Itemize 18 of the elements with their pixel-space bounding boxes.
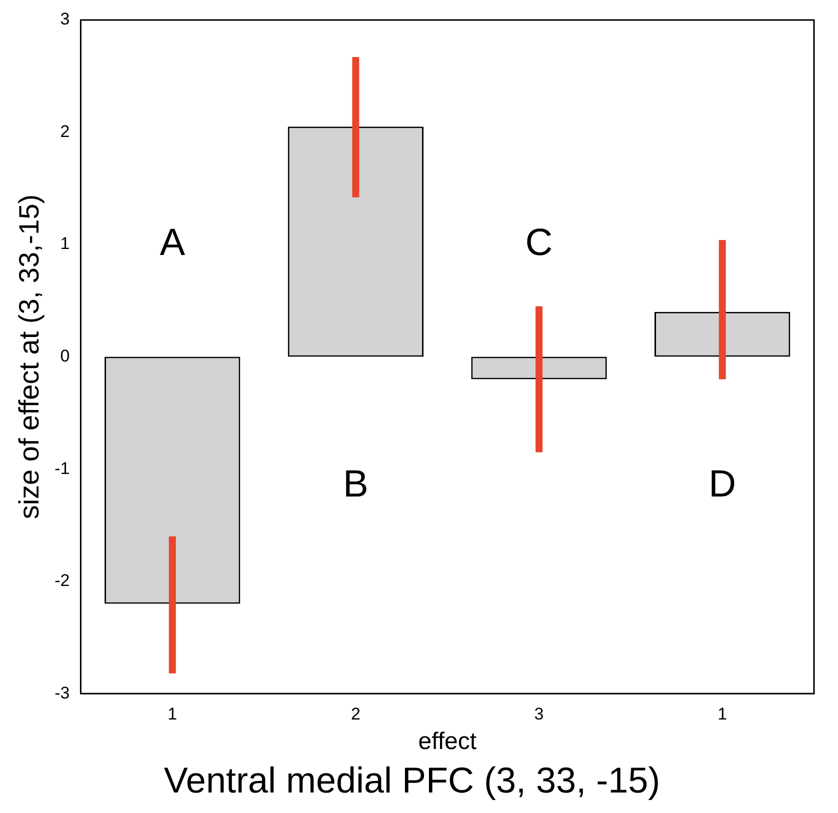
y-tick-label: 3 — [60, 10, 70, 29]
x-tick-label: 1 — [718, 704, 728, 724]
y-tick-label: 0 — [60, 346, 70, 366]
y-tick-label: 2 — [60, 122, 70, 141]
annotation: B — [343, 464, 368, 506]
annotation: C — [525, 222, 553, 264]
text: Ventral medial PFC (3, 33, -15) — [164, 759, 660, 800]
annotation: D — [708, 464, 736, 506]
x-axis-title: effect — [418, 728, 477, 756]
y-axis-title: size of effect at (3, 33,-15) — [14, 194, 45, 520]
x-tick-label: 1 — [168, 704, 178, 724]
annotation: A — [160, 222, 186, 264]
x-tick-label: 3 — [534, 704, 544, 724]
y-tick-label: -1 — [54, 458, 70, 478]
y-tick-label: -3 — [54, 683, 70, 702]
x-tick-label: 2 — [350, 704, 360, 724]
y-tick-label: -2 — [54, 571, 70, 590]
y-tick-label: 1 — [60, 234, 70, 254]
